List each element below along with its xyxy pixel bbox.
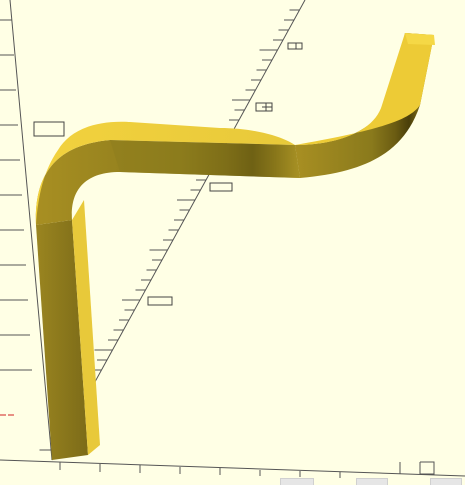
z-axis-line bbox=[9, 0, 53, 461]
axis-label-box bbox=[33, 121, 65, 137]
rod-end-cap bbox=[405, 33, 435, 45]
rod-leg-side bbox=[72, 200, 100, 455]
axis-label-box bbox=[209, 182, 233, 192]
bent-rod-model[interactable] bbox=[35, 33, 435, 460]
x-axis bbox=[0, 459, 465, 478]
rod-right-curve-top bbox=[295, 33, 434, 145]
rod-leg-front bbox=[36, 220, 88, 460]
axis-label-box bbox=[287, 42, 303, 50]
rod-bar-front bbox=[110, 140, 300, 178]
axis-label-box bbox=[147, 296, 173, 306]
bottom-tab[interactable] bbox=[280, 478, 314, 485]
x-axis-line bbox=[0, 459, 465, 477]
bottom-tab[interactable] bbox=[356, 478, 388, 485]
x-axis-label-glyph bbox=[399, 461, 435, 475]
z-axis bbox=[0, 0, 53, 461]
bottom-tab[interactable] bbox=[430, 478, 462, 485]
y-axis-tick-glyphs bbox=[262, 43, 297, 111]
y-axis-labels bbox=[33, 42, 303, 306]
